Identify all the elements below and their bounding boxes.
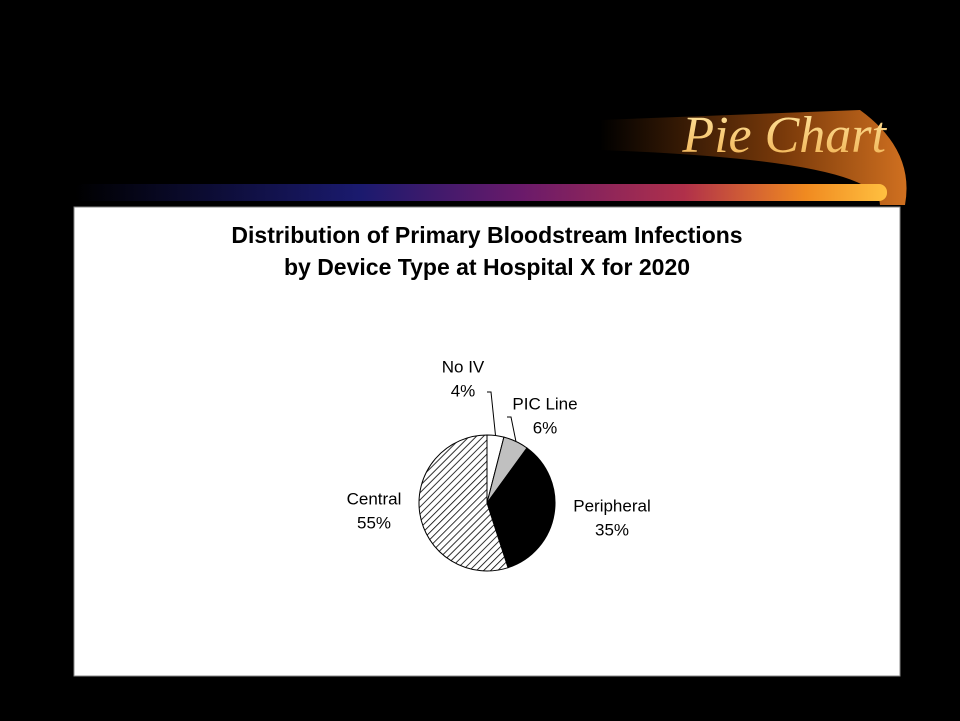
slice-value-label: 4%: [451, 381, 476, 400]
chart-title: by Device Type at Hospital X for 2020: [284, 254, 690, 280]
pie-slice: [418, 434, 509, 572]
slice-value-label: 35%: [595, 520, 629, 539]
leader-line: [487, 391, 497, 436]
swoosh: [600, 110, 907, 205]
slice-category-label: Peripheral: [573, 496, 651, 515]
slice-value-label: 55%: [357, 513, 391, 532]
accent-bar: [75, 184, 887, 201]
slice-category-label: PIC Line: [512, 394, 577, 413]
chart-title: Distribution of Primary Bloodstream Infe…: [231, 222, 742, 248]
slide-title: Pie Chart: [681, 107, 887, 164]
slice-category-label: Central: [347, 489, 402, 508]
slice-category-label: No IV: [442, 357, 485, 376]
slice-value-label: 6%: [533, 418, 558, 437]
pie-slice: [486, 447, 556, 569]
leader-line: [507, 416, 517, 442]
